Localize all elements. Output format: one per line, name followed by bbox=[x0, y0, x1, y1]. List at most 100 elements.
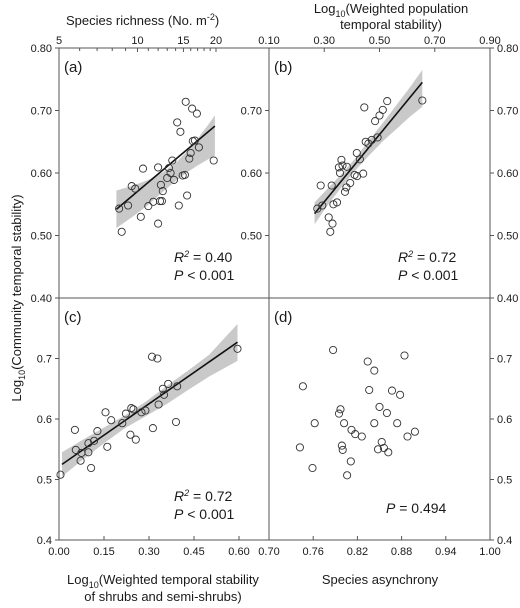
panel-a-inner-tick-label: 0.60 bbox=[241, 168, 262, 180]
panel-d-y-tick-label: 0.5 bbox=[497, 475, 512, 487]
panel-b-data-point bbox=[324, 213, 333, 222]
panel-c-x-axis-label: Log10(Weighted temporal stability bbox=[67, 572, 259, 590]
panel-a-data-point bbox=[181, 97, 190, 106]
panel-c-data-point bbox=[90, 436, 99, 445]
panel-b-y-tick-label: 0.60 bbox=[497, 168, 518, 180]
panel-d-data-point bbox=[387, 386, 397, 395]
panel-b-data-point bbox=[318, 201, 327, 210]
panel-c-x-tick-label: 0.45 bbox=[183, 546, 204, 558]
panel-d-x-tick-label: 0.94 bbox=[435, 546, 456, 558]
panel-b-data-point bbox=[373, 133, 382, 142]
panel-a-inner-tick-label: 0.50 bbox=[241, 231, 262, 243]
panel-c-y-tick-label: 0.4 bbox=[37, 535, 52, 547]
panel-a-data-point bbox=[117, 227, 126, 236]
panel-c-data-point bbox=[141, 406, 150, 415]
panel-b-x-tick-label: 0.10 bbox=[258, 35, 279, 47]
panel-a-x-tick-label: 20 bbox=[210, 35, 222, 47]
panel-a-data-point bbox=[124, 201, 133, 210]
panel-c-data-point bbox=[158, 384, 167, 393]
panel-a-x-tick-label: 15 bbox=[177, 35, 189, 47]
panel-b-data-point bbox=[371, 117, 380, 126]
panel-c-data-point bbox=[148, 424, 157, 433]
panel-d-frame bbox=[268, 297, 491, 541]
panel-a-label: (a) bbox=[64, 59, 82, 76]
panel-b-y-tick-label: 0.80 bbox=[497, 43, 518, 55]
panel-d-data-point bbox=[357, 432, 366, 441]
panel-c-data-point bbox=[121, 409, 130, 418]
y-axis-label: Log10(Community temporal stability) bbox=[9, 194, 27, 401]
panel-c-x-axis-label-line2: of shrubs and semi-shrubs) bbox=[84, 589, 242, 604]
panel-a-data-point bbox=[186, 148, 195, 158]
panel-d-data-point bbox=[308, 463, 317, 473]
panel-d-data-point bbox=[393, 419, 402, 428]
panel-b-y-tick-label: 0.40 bbox=[497, 293, 518, 305]
panel-a-data-point bbox=[188, 104, 197, 113]
panel-c-data-point bbox=[164, 379, 173, 388]
panel-b-frame bbox=[268, 47, 491, 299]
panel-b-data-point bbox=[328, 219, 337, 228]
panel-a-data-point bbox=[183, 191, 192, 200]
panel-d-x-axis-label: Species asynchrony bbox=[322, 572, 439, 587]
panel-c-data-point bbox=[131, 435, 140, 444]
panel-b-data-point bbox=[418, 96, 427, 105]
panel-c-data-point bbox=[154, 400, 163, 409]
panel-d-data-point bbox=[337, 441, 346, 450]
panel-d-data-point bbox=[373, 445, 383, 454]
panel-b-data-point bbox=[346, 178, 355, 188]
panel-a-data-point bbox=[154, 219, 163, 228]
panel-c-data-point bbox=[173, 382, 182, 391]
panel-a-data-point bbox=[174, 201, 183, 210]
panel-a-data-point bbox=[136, 212, 145, 221]
panel-b-data-point bbox=[340, 187, 350, 196]
panel-a-p: P < 0.001 bbox=[174, 267, 235, 283]
panel-b-y-tick-label: 0.50 bbox=[497, 231, 518, 243]
panel-a-data-point bbox=[131, 184, 140, 193]
panel-b-label: (b) bbox=[274, 59, 292, 76]
panel-b-data-point bbox=[342, 183, 351, 192]
panel-d-data-point bbox=[370, 419, 379, 428]
panel-d-data-point bbox=[403, 432, 412, 441]
panel-c-data-point bbox=[84, 439, 93, 448]
panel-d-data-point bbox=[310, 419, 319, 428]
panel-b-x-tick-label: 0.30 bbox=[314, 35, 335, 47]
panel-b-p: P < 0.001 bbox=[398, 267, 459, 283]
panel-d-x-tick-label: 0.82 bbox=[347, 546, 368, 558]
panel-c-data-point bbox=[84, 448, 93, 457]
panel-a-data-point bbox=[166, 168, 175, 178]
panel-a-confidence-band bbox=[116, 115, 215, 228]
panel-b-data-point bbox=[342, 162, 351, 171]
panel-a-data-point bbox=[154, 163, 163, 172]
panel-d-x-tick-label: 1.00 bbox=[479, 546, 500, 558]
panel-a-top-axis-label: Species richness (No. m-2) bbox=[66, 12, 219, 28]
panel-d-x-tick-label: 0.88 bbox=[391, 546, 412, 558]
panel-d-y-tick-label: 0.4 bbox=[497, 535, 512, 547]
panel-b-data-point bbox=[326, 227, 335, 236]
panel-d-data-point bbox=[396, 390, 405, 399]
panel-b-top-axis-label: Log10(Weighted population bbox=[314, 1, 468, 19]
panel-c-data-point bbox=[101, 408, 110, 417]
panel-c-x-tick-label: 0.00 bbox=[48, 546, 69, 558]
panel-d-data-point bbox=[351, 430, 360, 439]
panel-c-x-tick-label: 0.60 bbox=[228, 546, 249, 558]
panel-c-x-tick-label: 0.70 bbox=[258, 546, 279, 558]
panel-c-data-point bbox=[76, 456, 85, 465]
panel-c-x-tick-label: 0.30 bbox=[138, 546, 159, 558]
panel-a-data-point bbox=[115, 204, 124, 213]
panel-b-data-point bbox=[316, 181, 325, 190]
panel-b-x-tick-label: 0.90 bbox=[479, 35, 500, 47]
panel-b-data-point bbox=[338, 161, 347, 170]
panel-b-data-point bbox=[383, 97, 392, 106]
panel-d-data-point bbox=[329, 345, 338, 355]
panel-d-x-tick-label: 0.76 bbox=[302, 546, 323, 558]
panel-a-data-point bbox=[157, 197, 166, 206]
panel-a-data-point bbox=[156, 180, 165, 189]
panel-c-data-point bbox=[118, 419, 127, 428]
panel-d-data-point bbox=[338, 445, 347, 454]
panel-c-data-point bbox=[171, 417, 181, 427]
panel-c-p: P < 0.001 bbox=[174, 506, 235, 522]
panel-b-top-axis-label-line2: temporal stability) bbox=[340, 17, 442, 32]
panel-c-data-point bbox=[103, 442, 112, 451]
panel-d-data-point bbox=[340, 419, 349, 428]
panel-d-data-point bbox=[346, 457, 355, 466]
panel-c-x-tick-label: 0.15 bbox=[93, 546, 114, 558]
